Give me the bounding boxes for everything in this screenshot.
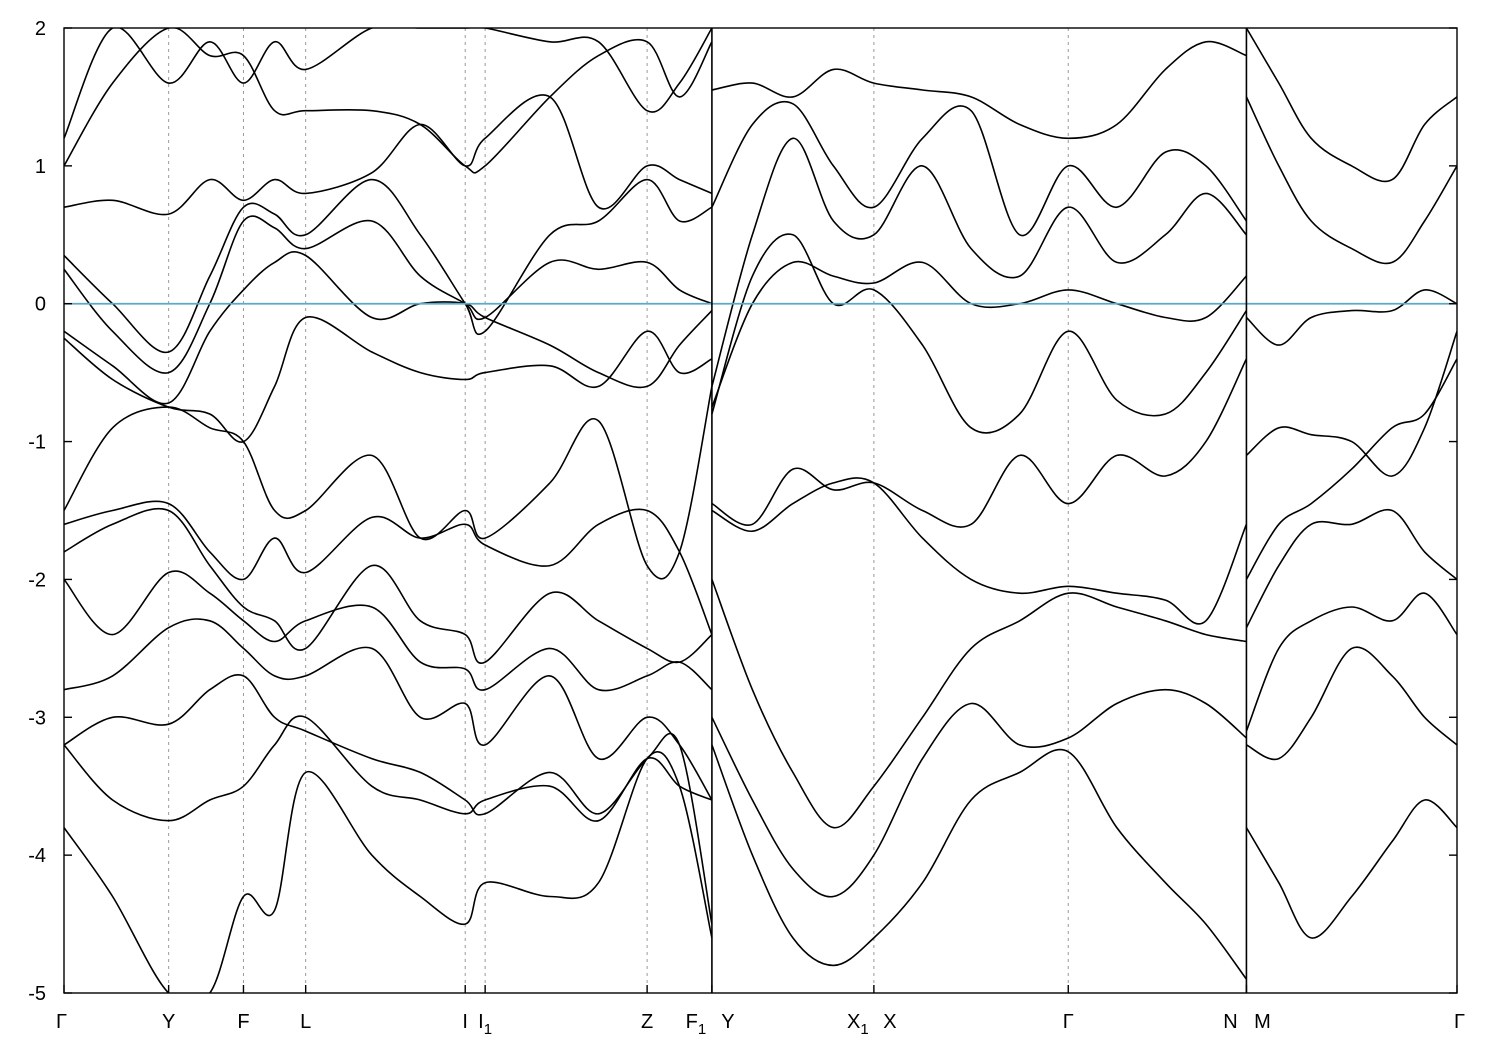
band-line: [711, 137, 1247, 387]
band-line: [1245, 508, 1457, 629]
x-tick-label: Y: [721, 1011, 734, 1033]
band-line: [1245, 592, 1457, 732]
y-tick-label: 1: [35, 156, 46, 178]
band-line: [1246, 646, 1457, 761]
x-axis-ticks: Γ F1 Y X1 X Y F L I I1 Z Γ N M Γ: [56, 985, 1465, 1038]
y-tick-label: -2: [28, 569, 46, 591]
band-series: [64, 28, 1457, 993]
x-tick-label: N: [1223, 1011, 1237, 1033]
band-line: [711, 233, 1248, 434]
band-line: [711, 358, 1248, 528]
band-line: [64, 715, 713, 822]
y-tick-label: -4: [28, 845, 46, 867]
band-line: [1245, 289, 1457, 346]
band-line: [64, 94, 713, 216]
x-tick-label: F: [237, 1011, 249, 1033]
x-tick-label: Y: [162, 1011, 175, 1033]
band-line: [64, 215, 713, 374]
band-line: [64, 507, 713, 664]
band-line: [711, 100, 1248, 237]
x-tick-label: Γ: [1063, 1011, 1074, 1033]
band-line: [64, 570, 713, 692]
band-line: [64, 500, 713, 635]
band-line: [1245, 28, 1457, 183]
band-line: [1245, 799, 1457, 939]
band-line: [711, 40, 1247, 140]
y-tick-label: -5: [28, 983, 46, 1005]
band-line: [64, 251, 713, 405]
band-line: [64, 386, 713, 580]
band-line: [711, 260, 1247, 408]
x-tick-label: I: [462, 1011, 468, 1033]
band-line: [711, 579, 1247, 829]
band-line: [64, 751, 713, 993]
x-tick-label: X: [883, 1011, 896, 1033]
band-line: [711, 744, 1248, 980]
band-line: [64, 618, 713, 801]
band-line: [711, 477, 1248, 625]
x-tick-label: X1: [847, 1011, 869, 1038]
path-break-dividers: [711, 28, 1248, 993]
y-tick-label: -3: [28, 707, 46, 729]
y-tick-label: 0: [35, 294, 46, 316]
x-tick-label: Γ: [1454, 1011, 1465, 1033]
band-line: [711, 688, 1247, 898]
y-axis-ticks: 2 1 0 -1 -2 -3 -4 -5: [28, 18, 1457, 1005]
band-line: [64, 178, 713, 353]
x-tick-label: F1: [686, 1011, 707, 1038]
x-tick-label: Γ: [56, 1011, 67, 1033]
plot-frame: [63, 27, 1458, 994]
y-tick-label: 2: [35, 18, 46, 40]
kpath-guides: [168, 28, 1069, 993]
band-line: [1245, 358, 1457, 580]
band-line: [64, 28, 713, 174]
x-tick-label: I1: [478, 1011, 492, 1038]
band-line: [1245, 96, 1457, 265]
band-line: [64, 28, 713, 139]
y-tick-label: -1: [28, 432, 46, 454]
band-line: [64, 316, 713, 443]
band-line: [1245, 331, 1457, 477]
x-tick-label: Z: [641, 1011, 653, 1033]
x-tick-label: M: [1254, 1011, 1271, 1033]
band-line: [64, 674, 713, 925]
x-tick-label: L: [300, 1011, 311, 1033]
